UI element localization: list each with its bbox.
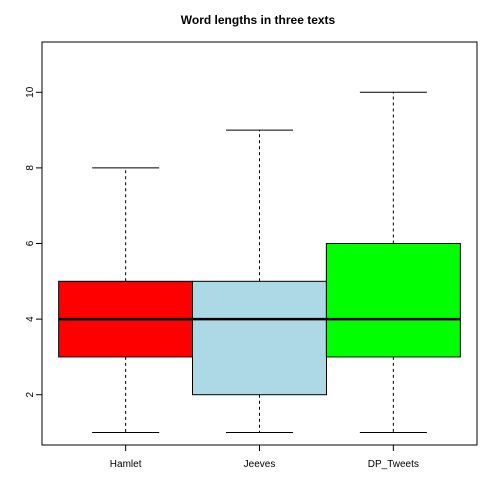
box-dp-tweets — [325, 91, 461, 434]
box-jeeves — [192, 129, 327, 434]
y-tick-label: 4 — [25, 316, 36, 322]
iqr-box — [192, 280, 327, 396]
chart-title: Word lengths in three texts — [181, 13, 336, 27]
y-tick-label: 8 — [25, 165, 36, 171]
x-tick-label: Hamlet — [110, 459, 142, 470]
box-hamlet — [58, 167, 194, 434]
x-tick-label: DP_Tweets — [368, 459, 419, 470]
boxes — [58, 91, 461, 434]
y-tick-label: 2 — [25, 392, 36, 398]
x-axis: Hamlet Jeeves DP_Tweets — [110, 444, 419, 470]
iqr-box — [325, 243, 461, 358]
y-tick-label: 10 — [25, 86, 36, 98]
y-axis: 2 4 6 8 10 — [25, 86, 43, 398]
y-tick-label: 6 — [25, 240, 36, 246]
x-tick-label: Jeeves — [244, 459, 276, 470]
